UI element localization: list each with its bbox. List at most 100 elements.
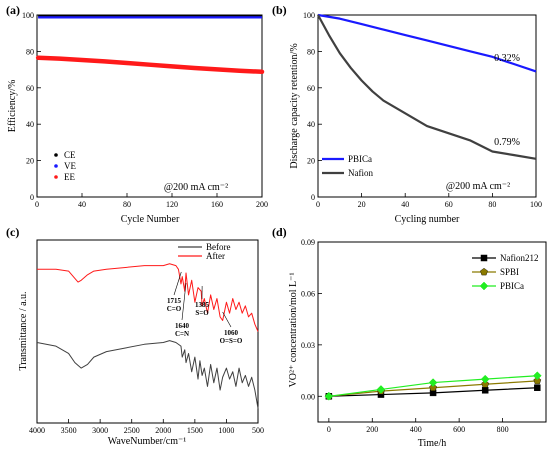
x-tick-label: 160: [211, 200, 223, 209]
legend-marker-ee: [54, 175, 58, 179]
peak-label-1715: 1715: [167, 297, 182, 305]
legend-label-ee: EE: [64, 172, 75, 182]
peak-pointer-1715: [173, 271, 182, 296]
panel-d-marks: [324, 371, 542, 401]
panel-a: (a) 0 40 80 120 160 200 0 20 40 60 80 100 Cycle Num…: [6, 3, 268, 225]
legend-label-spbi: SPBI: [500, 267, 519, 277]
panel-a-label: (a): [6, 3, 20, 17]
series-nafion212-point: [534, 384, 541, 391]
series-pbica-line: [317, 13, 537, 73]
panel-b-ticks: 0 20 40 60 80 100 0 20 40 60 80 100: [303, 11, 542, 209]
peak-label-1640: 1640: [175, 322, 190, 330]
panel-a-marks: [35, 14, 265, 75]
panel-d-frame: [317, 241, 547, 423]
x-tick-label: 2000: [155, 426, 171, 435]
legend-label-nafion212: Nafion212: [500, 253, 539, 263]
x-tick-label: 3000: [92, 426, 108, 435]
legend-label-ce: CE: [64, 150, 76, 160]
y-tick-label: 60: [26, 84, 34, 93]
x-tick-label: 400: [410, 425, 422, 434]
panel-d-label: (d): [272, 225, 287, 239]
legend-marker-ce: [54, 153, 58, 157]
y-tick-label: 100: [22, 11, 34, 20]
y-tick-label: 0.03: [301, 341, 315, 350]
peak-group-1640: C=N: [175, 330, 189, 338]
peak-group-1060: O=S=O: [220, 337, 243, 345]
panel-b-frame: [317, 14, 537, 198]
panel-a-xlabel: Cycle Number: [121, 214, 180, 225]
x-tick-label: 200: [366, 425, 378, 434]
panel-d-xlabel: Time/h: [418, 438, 447, 449]
legend-label-before: Before: [206, 242, 231, 252]
legend-marker-ve: [54, 164, 58, 168]
x-tick-label: 1000: [218, 426, 234, 435]
panel-c-ticks: 4000 3500 3000 2500 2000 1500 1000 500: [29, 419, 264, 435]
x-tick-label: 2500: [124, 426, 140, 435]
panel-b: (b) 0 20 40 60 80 100 0 20 40 60 80 100 Cycling num…: [272, 3, 542, 225]
series-nafion-line: [317, 14, 537, 160]
peak-pointer-1640: [181, 282, 187, 321]
legend-label-pbica: PBICa: [348, 154, 372, 164]
legend-marker-nafion212: [480, 254, 488, 262]
y-tick-label: 20: [307, 157, 315, 166]
panel-b-nafion-rate: 0.79%: [494, 137, 520, 148]
x-tick-label: 0: [327, 425, 331, 434]
x-tick-label: 4000: [29, 426, 45, 435]
x-tick-label: 80: [488, 200, 496, 209]
panel-b-annotation: @200 mA cm⁻²: [446, 181, 510, 192]
legend-label-after: After: [206, 251, 225, 261]
series-pbica-point: [428, 378, 438, 387]
y-tick-label: 80: [26, 47, 34, 56]
panel-b-legend: PBICa Nafion: [322, 154, 373, 178]
panel-b-label: (b): [272, 3, 287, 17]
y-tick-label: 20: [26, 157, 34, 166]
legend-marker-pbica: [479, 281, 489, 291]
panel-b-marks: [317, 13, 537, 160]
x-tick-label: 100: [530, 200, 542, 209]
x-tick-label: 1500: [187, 426, 203, 435]
peak-group-1715: C=O: [167, 305, 182, 313]
x-tick-label: 600: [453, 425, 465, 434]
series-spbi-point: [429, 383, 437, 391]
y-tick-label: 0.00: [301, 392, 315, 401]
x-tick-label: 80: [123, 200, 131, 209]
panel-b-ylabel: Discharge capacity retention/%: [289, 43, 300, 168]
x-tick-label: 120: [166, 200, 178, 209]
x-tick-label: 20: [358, 200, 366, 209]
panel-c-ylabel: Transmittance / a.u.: [18, 291, 29, 370]
x-tick-label: 40: [401, 200, 409, 209]
legend-marker-spbi: [480, 267, 488, 276]
panel-d: (d) 0 200 400 600 800 0.00 0.03 0.06 0.09 Time/h…: [272, 225, 547, 449]
y-tick-label: 0.06: [301, 289, 315, 298]
series-ee-markers: [35, 55, 265, 75]
x-tick-label: 60: [445, 200, 453, 209]
legend-label-ve: VE: [64, 161, 76, 171]
series-spbi-point: [481, 380, 490, 388]
y-tick-label: 100: [303, 11, 315, 20]
x-tick-label: 3500: [61, 426, 77, 435]
panel-c-label: (c): [6, 225, 19, 239]
panel-c: (c) 4000 3500 3000 2500 2000 1500 1000 500 Wave…: [6, 225, 264, 447]
legend-label-nafion: Nafion: [348, 168, 373, 178]
y-tick-label: 0.09: [301, 238, 315, 247]
series-pbica-point: [532, 371, 542, 381]
series-pbica-point: [480, 374, 490, 384]
series-pbica-point: [376, 385, 386, 394]
series-after-line: [37, 263, 259, 332]
panel-d-ylabel: VO²⁺ concentration/mol L⁻¹: [288, 273, 299, 388]
series-pbica-point: [324, 391, 334, 401]
panel-a-ylabel: Efficiency/%: [7, 80, 18, 133]
x-tick-label: 0: [35, 200, 39, 209]
x-tick-label: 200: [256, 200, 268, 209]
panel-d-ticks: 0 200 400 600 800 0.00 0.03 0.06 0.09: [301, 238, 509, 434]
x-tick-label: 500: [252, 426, 264, 435]
panel-c-xlabel: WaveNumber/cm⁻¹: [108, 436, 187, 447]
panel-d-legend: Nafion212 SPBI PBICa: [472, 253, 539, 291]
series-spbi-point: [533, 376, 542, 385]
panel-b-pbica-rate: 0.32%: [494, 53, 520, 64]
y-tick-label: 80: [307, 47, 315, 56]
peak-pointer-1060: [222, 311, 232, 328]
y-tick-label: 40: [307, 120, 315, 129]
